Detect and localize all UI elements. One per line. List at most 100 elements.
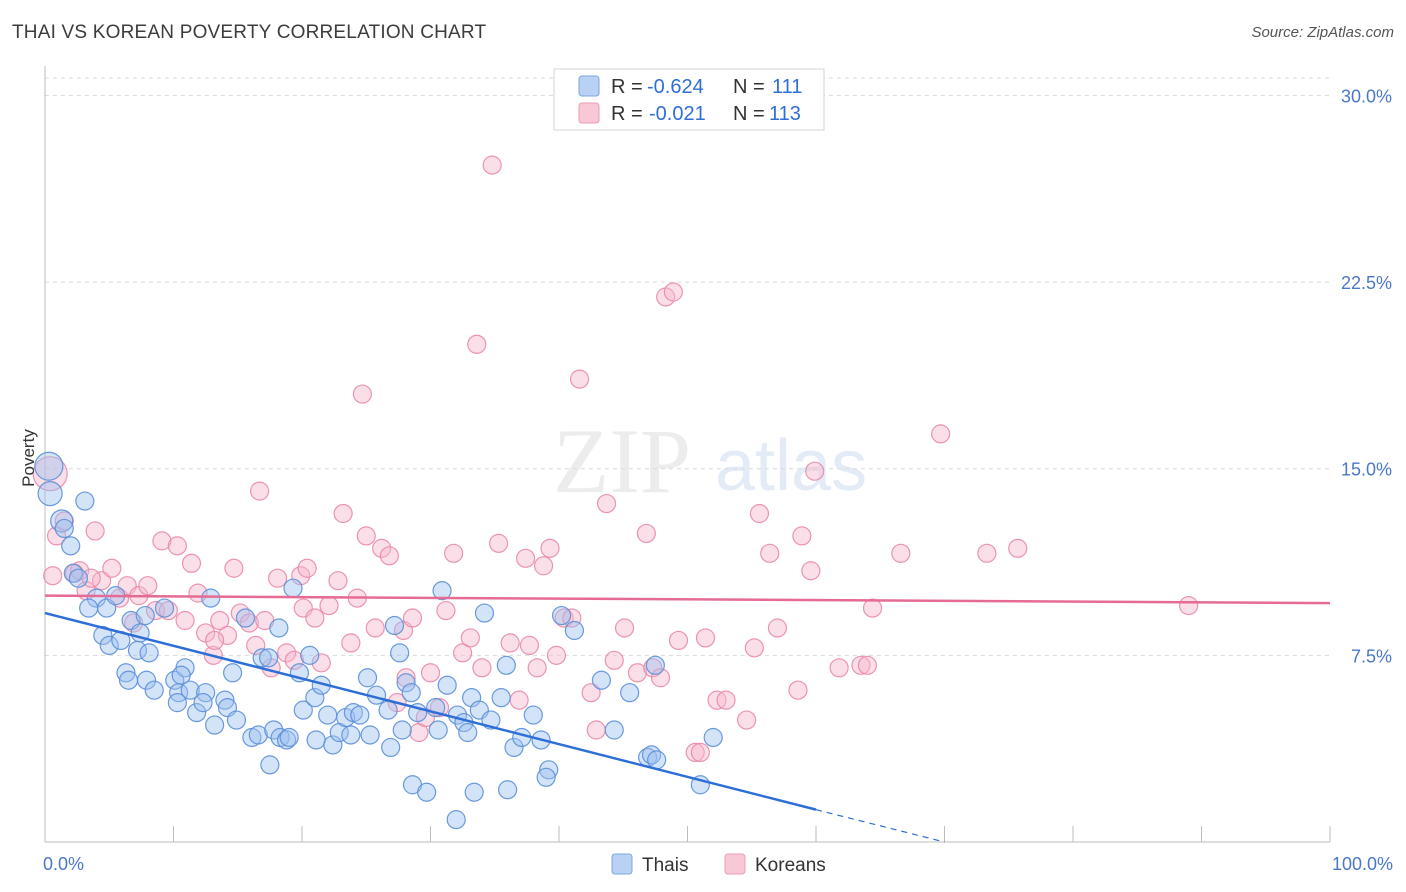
korean-point-91 xyxy=(695,628,716,648)
korean-point-103 xyxy=(829,658,849,678)
thai-point-35 xyxy=(215,690,235,710)
thai-point-25 xyxy=(144,680,164,700)
thai-point-76 xyxy=(428,720,448,740)
thai-point-21 xyxy=(201,588,221,608)
korean-point-82 xyxy=(627,663,647,683)
legend-r-value-thais: -0.624 xyxy=(647,76,704,98)
korean-point-83 xyxy=(636,523,656,544)
thai-point-41 xyxy=(248,725,268,745)
korean-point-53 xyxy=(402,608,423,628)
watermark-atlas: atlas xyxy=(715,426,867,506)
chart-source: Source: ZipAtlas.com xyxy=(1251,24,1394,41)
thai-point-7 xyxy=(68,568,89,588)
thais-points xyxy=(34,451,723,830)
korean-point-38 xyxy=(305,608,325,628)
korean-point-64 xyxy=(482,155,502,175)
korean-point-47 xyxy=(365,618,385,638)
korean-point-41 xyxy=(328,571,348,591)
legend-swatch-koreans xyxy=(578,102,600,124)
thai-point-38 xyxy=(223,663,243,683)
korean-point-102 xyxy=(805,461,825,481)
korean-point-29 xyxy=(249,481,270,501)
thai-point-110 xyxy=(167,693,187,713)
korean-point-58 xyxy=(436,600,456,621)
thai-point-107 xyxy=(498,780,518,800)
thai-point-4 xyxy=(61,536,81,556)
legend-r-label-koreans: R = xyxy=(611,103,643,125)
y-tick-label-0: 7.5% xyxy=(1351,646,1392,666)
thai-point-91 xyxy=(523,705,543,725)
korean-point-111 xyxy=(1179,595,1199,616)
thai-point-62 xyxy=(350,705,370,725)
korean-point-11 xyxy=(124,613,144,633)
korean-point-63 xyxy=(472,658,492,678)
thai-point-32 xyxy=(187,702,207,723)
korean-point-73 xyxy=(546,645,567,665)
korean-point-40 xyxy=(319,595,339,616)
legend-r-value-koreans: -0.021 xyxy=(649,103,706,125)
thai-point-95 xyxy=(551,605,572,626)
thai-point-5 xyxy=(75,491,95,511)
x-tick-label-min: 0.0% xyxy=(43,854,84,874)
y-tick-label-2: 22.5% xyxy=(1341,273,1392,293)
koreans-trendline xyxy=(44,594,1331,605)
korean-point-94 xyxy=(737,710,757,730)
korean-point-43 xyxy=(341,633,361,653)
legend-n-value-thais: 111 xyxy=(772,76,802,98)
korean-point-24 xyxy=(217,625,238,646)
korean-point-13 xyxy=(138,576,158,596)
thai-point-33 xyxy=(193,693,213,713)
korean-point-23 xyxy=(210,610,230,631)
thai-point-49 xyxy=(283,578,303,598)
korean-point-96 xyxy=(749,503,770,524)
korean-point-90 xyxy=(690,742,710,763)
thai-point-2 xyxy=(50,509,74,533)
korean-point-48 xyxy=(372,538,392,558)
legend-n-label-thais: N = xyxy=(733,76,765,98)
korean-point-108 xyxy=(931,424,951,444)
thai-point-97 xyxy=(591,670,612,690)
korean-point-19 xyxy=(181,553,202,573)
korean-point-98 xyxy=(767,618,788,638)
korean-point-6 xyxy=(85,521,105,541)
legend-r-label-thais: R = xyxy=(611,76,643,98)
thai-point-42 xyxy=(252,648,272,668)
korean-point-105 xyxy=(857,655,878,675)
korean-point-60 xyxy=(453,643,473,663)
y-tick-labels: 7.5% 15.0% 22.5% 30.0% xyxy=(1341,86,1392,666)
korean-point-17 xyxy=(167,536,187,556)
thai-point-56 xyxy=(318,705,338,725)
thai-point-70 xyxy=(396,673,416,693)
thai-point-26 xyxy=(165,670,185,690)
thai-point-37 xyxy=(226,710,247,730)
trendlines xyxy=(44,594,1331,843)
korean-point-106 xyxy=(862,598,883,618)
thai-point-18 xyxy=(127,640,148,660)
korean-point-42 xyxy=(333,503,353,524)
thais-trendline-extension xyxy=(815,809,945,843)
thai-point-0 xyxy=(34,451,64,481)
korean-point-28 xyxy=(246,635,266,656)
korean-point-97 xyxy=(760,543,780,563)
korean-point-68 xyxy=(515,548,536,568)
thai-point-13 xyxy=(99,635,119,656)
thai-point-87 xyxy=(491,688,511,708)
korean-point-18 xyxy=(175,610,195,631)
korean-point-84 xyxy=(643,658,663,678)
korean-point-69 xyxy=(519,635,540,656)
thai-point-88 xyxy=(496,655,516,675)
korean-point-85 xyxy=(650,668,671,688)
korean-point-56 xyxy=(420,663,441,683)
thai-point-9 xyxy=(79,598,99,618)
korean-point-107 xyxy=(891,543,911,563)
thai-point-30 xyxy=(180,680,200,700)
bottom-legend-swatch-thais xyxy=(611,853,633,875)
thai-point-109 xyxy=(381,737,401,758)
korean-point-112 xyxy=(43,566,63,586)
thai-point-23 xyxy=(118,670,139,690)
thai-point-51 xyxy=(293,700,313,720)
thai-point-17 xyxy=(135,605,155,626)
thai-point-48 xyxy=(269,618,289,638)
korean-point-99 xyxy=(788,680,808,700)
stats-legend: R = -0.624 N = 111 R = -0.021 N = 113 xyxy=(553,68,825,131)
